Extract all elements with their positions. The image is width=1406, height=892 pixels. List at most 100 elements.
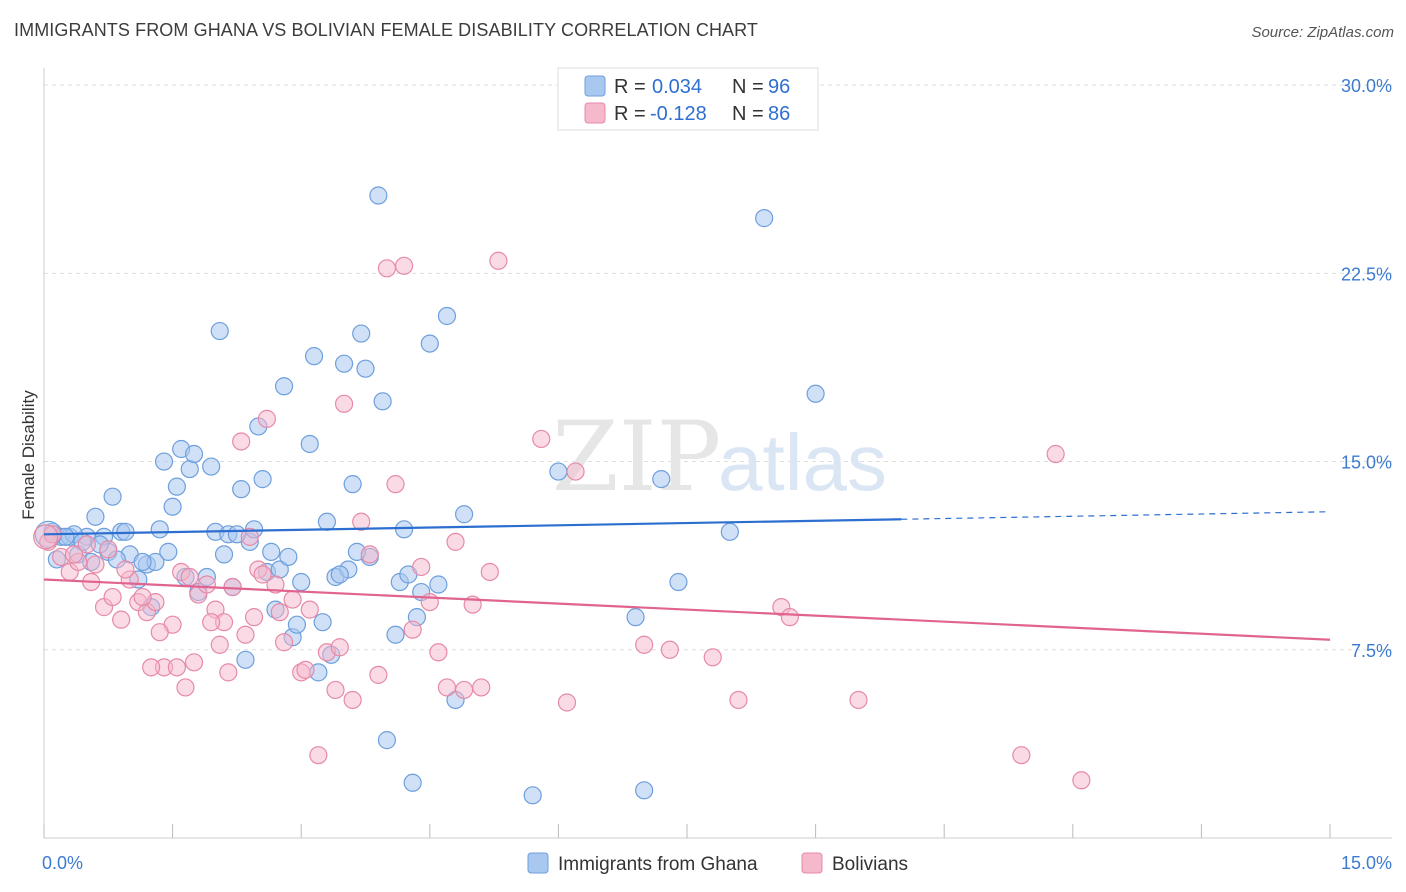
ghana-point [86,507,105,526]
bolivia-point [454,680,474,700]
bolivia-point [167,658,186,677]
bolivia-point [437,678,457,697]
bolivia-point [184,653,204,672]
ghana-point [755,209,774,228]
ghana-point [377,731,397,750]
bolivia-point [532,429,551,449]
ghana-point [343,475,362,494]
ghana-point [454,505,474,524]
ghana-point [253,470,272,489]
bolivia-point [334,394,354,413]
ghana-point [313,613,332,632]
bolivia-point [480,562,499,582]
ghana-point [437,306,457,326]
bolivia-point [210,635,229,654]
series-bolivia-points [33,251,1091,790]
legend-r-label-bolivia: R = [614,103,646,125]
bolivia-point [360,545,379,564]
y-tick-label: 7.5% [1351,641,1392,661]
y-tick-labels: 7.5% 15.0% 22.5% 30.0% [1341,76,1392,661]
legend-n-value-bolivia: 86 [768,103,790,125]
bolivia-point [1072,771,1091,790]
bolivia-point [99,540,118,559]
bolivia-point [394,256,414,275]
ghana-point [159,542,178,561]
x-tick-label-min: 0.0% [42,853,83,873]
ghana-point [163,497,182,516]
bolivia-point [86,555,105,574]
bolivia-point [257,409,277,428]
bolivia-point [270,603,289,622]
ghana-point [154,452,174,471]
ghana-point [356,359,375,378]
bolivia-point [240,527,259,546]
ghana-point [394,520,414,539]
ghana-point [549,462,568,481]
ghana-point [133,552,152,572]
y-tick-label: 22.5% [1341,264,1392,284]
bolivia-point [660,640,679,659]
bolivia-point [33,524,59,550]
trend-line-bolivia [43,578,1331,641]
bolivia-point [635,635,654,654]
bolivia-point [112,610,131,629]
ghana-point [330,565,349,584]
bolivia-point [176,678,195,697]
bolivia-point [253,565,272,584]
ghana-point [369,186,388,205]
ghana-point [202,457,221,476]
bolivia-point [202,613,221,632]
bolivia-point [236,625,255,644]
ghana-point [103,487,122,506]
ghana-point [635,781,654,800]
ghana-point [523,786,542,805]
source-label: Source: ZipAtlas.com [1251,24,1394,41]
bolivia-point [64,545,84,564]
ghana-point [373,392,392,411]
bolivia-point [557,693,577,712]
trend-line-ghana-extension [901,511,1331,520]
legend-n-label-ghana: N = [732,76,764,98]
legend-r-value-bolivia: -0.128 [650,103,707,125]
bolivia-point [412,557,431,577]
ghana-point [669,572,688,592]
watermark-atlas: atlas [718,418,887,507]
legend-box: R = 0.034 N = 96 R = -0.128 N = 86 [557,67,819,131]
chart-title: IMMIGRANTS FROM GHANA VS BOLIVIAN FEMALE… [14,20,759,40]
bolivia-point [116,560,135,579]
bolivia-point [386,475,405,494]
bolivia-point [369,665,388,684]
bolivia-point [232,432,251,451]
ghana-point [352,324,371,343]
ghana-point [386,625,405,644]
bolivia-point [780,608,799,627]
watermark-zip: ZIP [552,401,721,513]
y-tick-label: 15.0% [1341,453,1392,473]
legend-r-value-ghana: 0.034 [652,76,702,98]
bolivia-point [420,592,439,612]
bolivia-point [197,575,216,594]
ghana-point [334,354,354,373]
ghana-point [292,572,311,592]
bolivia-point [309,746,328,765]
bolivia-point [343,690,362,710]
ghana-point [806,384,825,403]
legend-swatch-bolivia [584,102,606,124]
bolivia-point [77,535,96,554]
bottom-legend-label-bolivia: Bolivians [832,854,908,875]
ghana-point [236,650,255,669]
ghana-point [317,512,337,531]
ghana-point [287,615,307,634]
ghana-point [300,434,319,454]
ghana-point [279,547,298,567]
x-tick-label-max: 15.0% [1341,853,1392,873]
bolivia-point [1046,444,1065,464]
y-axis-title: Female Disability [19,390,38,520]
y-tick-label: 30.0% [1341,76,1392,96]
ghana-point [150,520,169,539]
bolivia-point [352,512,371,531]
legend-swatch-ghana [584,75,606,97]
bolivia-point [377,259,397,278]
bottom-legend-label-ghana: Immigrants from Ghana [558,854,758,875]
ghana-point [652,470,671,489]
